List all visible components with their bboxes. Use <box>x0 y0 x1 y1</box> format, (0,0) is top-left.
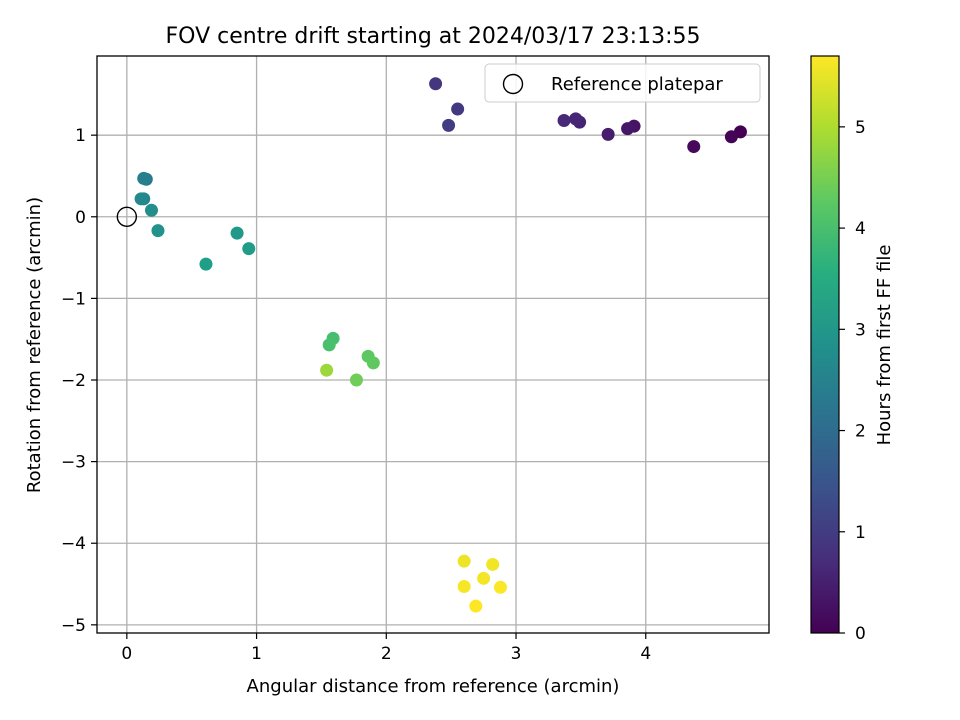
y-tick-label: −1 <box>61 289 86 309</box>
data-point <box>569 112 583 126</box>
data-point <box>477 571 491 585</box>
y-tick-label: 0 <box>75 208 86 228</box>
data-point <box>242 242 256 256</box>
reference-platepar-point <box>116 206 138 227</box>
data-point <box>134 192 148 206</box>
legend-entry-reference-platepar: Reference platepar <box>551 74 723 95</box>
x-axis-label: Angular distance from reference (arcmin) <box>247 676 620 697</box>
data-point <box>429 77 443 91</box>
data-point <box>687 140 701 154</box>
colorbar-tick-label: 0 <box>855 624 866 644</box>
legend-marker <box>502 73 524 95</box>
data-point <box>457 554 471 568</box>
chart-title: FOV centre drift starting at 2024/03/17 … <box>166 24 701 49</box>
data-point <box>724 130 738 144</box>
x-tick-label: 4 <box>640 644 651 664</box>
x-tick-label: 1 <box>251 644 262 664</box>
colorbar-tick-label: 2 <box>855 422 866 442</box>
colorbar-label: Hours from first FF file <box>874 245 895 446</box>
data-point <box>493 580 507 594</box>
y-tick-label: −3 <box>61 453 86 473</box>
colorbar-tick-label: 4 <box>855 219 866 239</box>
data-point <box>137 171 151 185</box>
data-point <box>322 338 336 352</box>
y-tick-label: −4 <box>61 534 86 554</box>
y-tick-label: −2 <box>61 371 86 391</box>
legend: Reference platepar <box>484 63 761 103</box>
data-point <box>621 122 635 136</box>
colorbar-tick-label: 3 <box>855 320 866 340</box>
x-tick-label: 3 <box>511 644 522 664</box>
data-point <box>469 599 483 613</box>
colorbar-tick-label: 1 <box>855 523 866 543</box>
data-point <box>451 102 465 116</box>
x-tick-label: 2 <box>381 644 392 664</box>
colorbar-ticks: 0 1 2 3 4 5 <box>839 118 866 644</box>
grid-lines <box>97 56 769 633</box>
data-point <box>457 579 471 593</box>
scatter-points <box>134 77 747 613</box>
data-point <box>349 373 363 387</box>
colorbar-tick-label: 5 <box>855 118 866 138</box>
data-point <box>442 118 456 132</box>
x-axis-ticks: 0 1 2 3 4 <box>121 633 651 664</box>
y-tick-label: −5 <box>61 616 86 636</box>
y-tick-label: 1 <box>75 126 86 146</box>
legend-box <box>484 63 761 103</box>
y-axis-ticks: −5 −4 −3 −2 −1 0 1 <box>61 126 97 636</box>
y-axis-label: Rotation from reference (arcmin) <box>24 197 45 493</box>
data-point <box>151 224 165 238</box>
data-point <box>366 356 380 370</box>
x-tick-label: 0 <box>121 644 132 664</box>
colorbar <box>810 55 840 634</box>
data-point <box>486 557 500 571</box>
data-point <box>230 226 244 240</box>
data-point <box>557 113 571 127</box>
data-point <box>320 363 334 377</box>
plot-frame <box>96 55 770 634</box>
data-point <box>601 127 615 141</box>
reference-marker <box>116 206 138 227</box>
data-point <box>199 257 213 271</box>
data-point <box>144 203 158 217</box>
